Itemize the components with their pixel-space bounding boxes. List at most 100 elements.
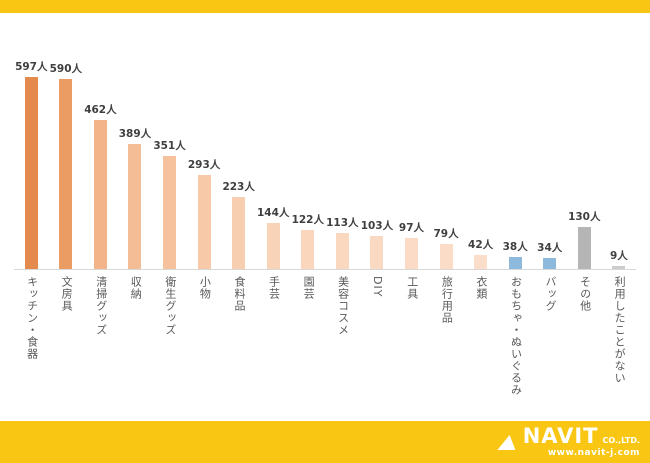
category-label: 園芸 [302, 276, 316, 300]
category-label: 美容コスメ [336, 276, 350, 336]
chart-column: 389人 [118, 126, 153, 269]
bar [474, 255, 488, 269]
chart-column: 293人 [187, 157, 222, 269]
bar-value-label: 351人 [153, 140, 186, 152]
bar-value-label: 130人 [568, 211, 601, 223]
category-cell: 衛生グッズ [152, 270, 187, 396]
bar-value-label: 42人 [468, 239, 494, 251]
bar-value-label: 122人 [291, 214, 324, 226]
brand-company-suffix: CO.,LTD. [602, 436, 640, 445]
bar [543, 258, 557, 269]
bar [370, 236, 384, 269]
chart-column: 144人 [256, 205, 291, 269]
chart-column: 38人 [498, 239, 533, 269]
category-label: DIY [371, 276, 385, 298]
category-label: 衣類 [474, 276, 488, 300]
category-label: おもちゃ・ぬいぐるみ [509, 276, 523, 396]
bar-value-label: 223人 [222, 181, 255, 193]
category-cell: 清掃グッズ [83, 270, 118, 396]
footer-band: NAVIT CO.,LTD. www.navit-j.com [0, 421, 650, 463]
category-label: 食料品 [232, 276, 246, 312]
category-label: 手芸 [267, 276, 281, 300]
category-cell: DIY [360, 270, 395, 396]
navit-logo: NAVIT CO.,LTD. www.navit-j.com [497, 424, 640, 459]
category-cell: 衣類 [463, 270, 498, 396]
chart-column: 9人 [602, 248, 637, 269]
chart-column: 351人 [152, 138, 187, 269]
bar-value-label: 293人 [187, 159, 221, 171]
chart-column: 42人 [463, 237, 498, 269]
category-cell: おもちゃ・ぬいぐるみ [498, 270, 533, 396]
category-cell: 旅行用品 [429, 270, 464, 396]
bar [163, 156, 177, 269]
category-label: 利用したことがない [613, 276, 627, 384]
bar-chart: 597人 590人 462人 389人 351人 293人 223人 144人 122人 113人… [0, 13, 650, 421]
chart-column: 130人 [567, 209, 602, 269]
chart-column: 597人 [14, 59, 49, 269]
brand-name: NAVIT [522, 424, 599, 448]
bar-value-label: 113人 [326, 217, 359, 229]
bar [404, 238, 418, 269]
category-label: 衛生グッズ [163, 276, 177, 336]
bar-value-label: 144人 [257, 207, 290, 219]
bar [197, 175, 211, 269]
chart-column: 122人 [291, 212, 326, 269]
bar-value-label: 9人 [609, 250, 628, 262]
category-label: 収納 [129, 276, 143, 300]
chart-column: 590人 [49, 61, 84, 269]
chart-column: 97人 [394, 220, 429, 269]
category-cell: 園芸 [291, 270, 326, 396]
brand-url: www.navit-j.com [547, 448, 640, 458]
chart-column: 103人 [360, 218, 395, 269]
category-cell: 食料品 [221, 270, 256, 396]
bar-value-label: 34人 [537, 242, 563, 254]
bar [24, 77, 38, 269]
bar-value-label: 597人 [15, 61, 48, 73]
category-cell: バッグ [532, 270, 567, 396]
category-label: その他 [578, 276, 592, 312]
category-cell: 文房具 [49, 270, 84, 396]
bar [128, 144, 142, 269]
chart-column: 113人 [325, 215, 360, 269]
category-label: 小物 [198, 276, 212, 300]
bar-value-label: 103人 [360, 220, 394, 232]
category-label: バッグ [544, 276, 558, 312]
bar-value-label: 97人 [398, 222, 425, 234]
bar [439, 244, 453, 269]
chart-column: 462人 [83, 102, 118, 269]
category-cell: 小物 [187, 270, 222, 396]
chart-column: 223人 [221, 179, 256, 269]
bar [335, 233, 349, 269]
chart-category-axis: キッチン・食器 文房具 清掃グッズ 収納 衛生グッズ 小物 食料品 手芸 園芸 美容コスメ DIY 工… [14, 270, 636, 396]
category-label: 文房具 [60, 276, 74, 312]
bar-value-label: 38人 [502, 241, 528, 253]
chart-column: 79人 [429, 226, 464, 269]
bar [508, 257, 522, 269]
chart-column: 34人 [532, 240, 567, 269]
bar [577, 227, 591, 269]
category-label: キッチン・食器 [25, 276, 39, 360]
category-label: 工具 [405, 276, 419, 300]
bar [59, 79, 73, 269]
category-label: 清掃グッズ [94, 276, 108, 336]
bar [301, 230, 315, 269]
bar [266, 223, 280, 269]
bar [232, 197, 246, 269]
bar-value-label: 590人 [49, 63, 83, 75]
navit-logo-text: NAVIT CO.,LTD. www.navit-j.com [522, 424, 640, 459]
category-cell: 利用したことがない [602, 270, 637, 396]
bar-value-label: 389人 [118, 128, 152, 140]
bar [93, 120, 107, 269]
category-cell: 美容コスメ [325, 270, 360, 396]
bar-value-label: 462人 [84, 104, 117, 116]
bar-value-label: 79人 [433, 228, 459, 240]
category-cell: キッチン・食器 [14, 270, 49, 396]
chart-plot-area: 597人 590人 462人 389人 351人 293人 223人 144人 122人 113人… [14, 13, 636, 270]
category-label: 旅行用品 [440, 276, 454, 324]
category-cell: その他 [567, 270, 602, 396]
navit-logo-icon [497, 434, 519, 450]
category-cell: 手芸 [256, 270, 291, 396]
bar [612, 266, 626, 269]
category-cell: 収納 [118, 270, 153, 396]
